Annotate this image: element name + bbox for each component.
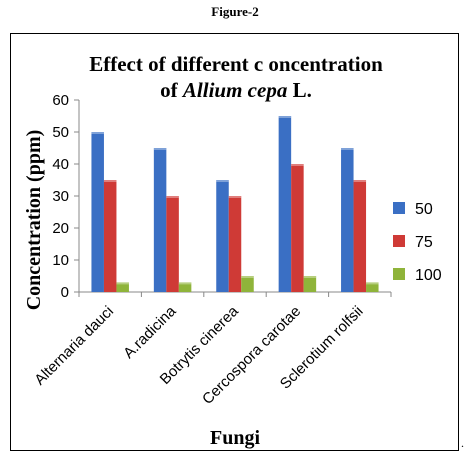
y-axis-title: Concentration (ppm) [23,130,45,311]
bar [166,196,179,292]
legend-swatch [393,268,405,280]
legend: 50 75 100 [393,201,442,284]
bar-highlight [366,282,379,285]
x-category-label: Alternaria dauci [31,303,117,389]
y-tick-label: 20 [52,220,69,237]
bar [228,196,242,292]
legend-label: 75 [415,234,433,251]
bar [103,180,117,292]
legend-swatch [393,202,405,214]
chart-title-line2: of Allium cepa L. [160,78,312,102]
bar [303,276,317,292]
bar-highlight [216,180,229,182]
legend-label: 50 [415,201,433,218]
trailing-mark: . [461,436,464,450]
bar-highlight [178,282,192,285]
x-category-label: A.radicina [120,302,180,362]
bar-highlight [228,196,242,198]
bar-highlight [103,180,117,182]
legend-swatch [393,235,405,247]
y-tick-label: 30 [52,188,69,205]
bar [153,148,167,292]
bar [278,116,292,292]
legend-label: 100 [415,267,442,284]
x-axis-title: Fungi [210,427,260,449]
bar-highlight [166,196,179,198]
chart-title-post: L. [287,78,312,102]
y-tick-label: 50 [52,124,69,141]
chart-title-italic: Allium cepa [181,78,287,102]
figure-label: Figure-2 [211,4,259,19]
y-tick-label: 0 [61,284,69,301]
chart-title-pre: of [160,78,183,102]
y-tick-label: 10 [52,252,69,269]
bar-highlight [278,116,292,118]
bar-highlight [353,180,367,182]
bar [291,164,304,292]
bar [178,282,192,292]
bar [116,282,129,292]
bar [91,132,104,292]
bar [341,148,354,292]
y-tick-label: 40 [52,156,69,173]
bar-highlight [303,276,317,278]
bar-highlight [116,282,129,285]
bar [241,276,254,292]
bar [366,282,379,292]
y-tick-label: 60 [52,92,69,109]
bar-highlight [153,148,167,150]
bar-highlight [341,148,354,150]
bar-highlight [241,276,254,278]
bar [216,180,229,292]
chart-frame: Effect of different c oncentration of Al… [10,33,459,451]
bar [353,180,367,292]
bar-chart: Effect of different c oncentration of Al… [23,52,442,449]
bar-highlight [91,132,104,134]
chart-title-line1: Effect of different c oncentration [89,52,383,76]
bar-highlight [291,164,304,166]
